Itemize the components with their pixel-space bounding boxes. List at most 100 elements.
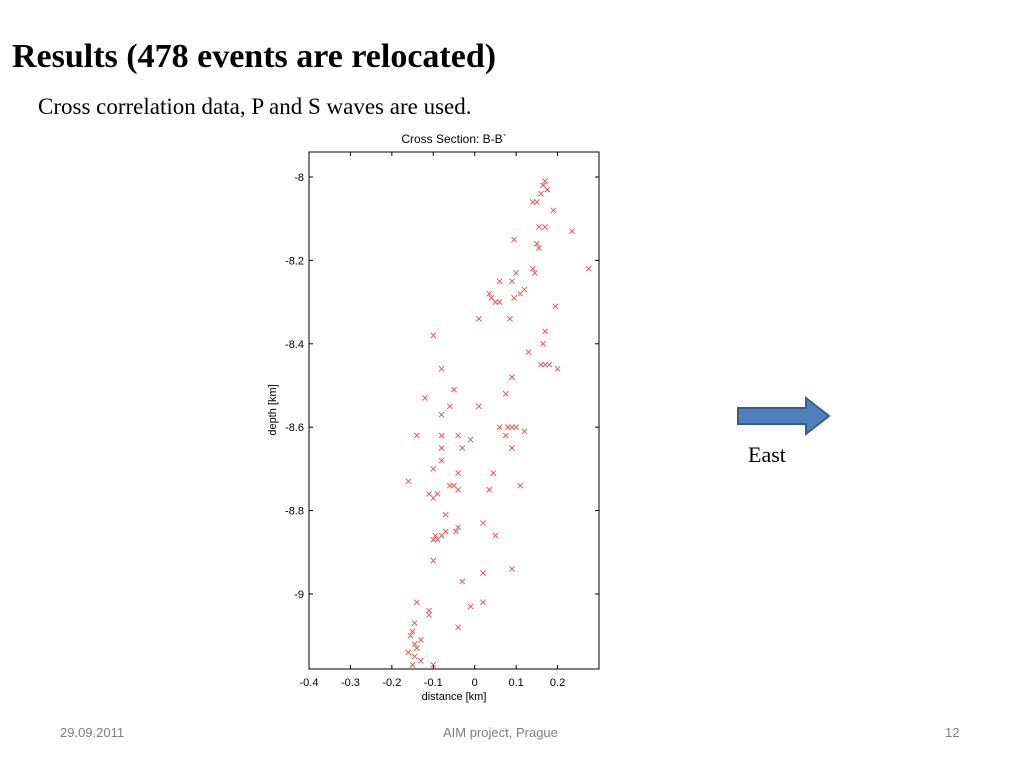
data-point (455, 486, 462, 493)
data-point (513, 269, 520, 276)
data-point (486, 486, 493, 493)
data-point (542, 361, 549, 368)
data-point (430, 465, 437, 472)
slide-subtitle: Cross correlation data, P and S waves ar… (38, 94, 472, 119)
data-point (492, 532, 499, 539)
data-point (490, 470, 497, 476)
data-point (438, 432, 445, 439)
data-point (546, 361, 553, 368)
data-point (550, 207, 557, 214)
footer-date: 29.09.2011 (60, 725, 125, 740)
data-point (538, 361, 544, 368)
y-axis: -8 -8.2 -8.4 -8.6 -8.8 -9 (285, 172, 599, 601)
data-point (455, 524, 462, 531)
data-point (413, 432, 420, 439)
data-point (517, 482, 524, 489)
data-point (509, 278, 515, 285)
data-point (480, 520, 486, 526)
data-point (533, 240, 540, 247)
data-point (438, 411, 445, 418)
data-point (475, 315, 482, 322)
data-point (411, 641, 418, 647)
data-point (540, 340, 546, 347)
x-axis-label: distance [km] (422, 691, 487, 703)
x-tick-label: -0.4 (300, 677, 319, 689)
data-point (486, 290, 493, 297)
x-tick-label: 0.2 (550, 677, 565, 689)
data-point (467, 436, 474, 443)
data-point (529, 199, 536, 205)
data-point (409, 661, 416, 668)
data-point (446, 403, 453, 410)
y-tick-label: -8.2 (285, 255, 304, 267)
data-point (438, 457, 445, 464)
y-tick-label: -8.4 (285, 339, 304, 351)
data-point (405, 649, 412, 656)
data-point (542, 178, 549, 185)
scatter-points (405, 178, 592, 668)
x-tick-label: 0.1 (508, 677, 523, 689)
data-point (455, 624, 462, 631)
data-point (585, 265, 592, 272)
x-axis: -0.4 -0.3 -0.2 -0.1 0 0.1 0.2 (300, 152, 565, 689)
data-point (426, 611, 433, 618)
data-point (542, 224, 549, 230)
x-tick-label: -0.1 (424, 677, 443, 689)
y-axis-label: depth [km] (267, 384, 279, 435)
y-tick-label: -8 (294, 172, 304, 184)
data-point (502, 390, 509, 397)
data-point (542, 328, 549, 335)
data-point (544, 186, 551, 193)
data-point (521, 428, 528, 435)
data-point (455, 470, 462, 476)
data-point (511, 236, 517, 243)
data-point (511, 295, 517, 301)
data-point (430, 332, 437, 339)
data-point (417, 636, 424, 643)
data-point (507, 315, 513, 322)
data-point (453, 528, 459, 535)
data-point (413, 599, 420, 606)
data-point (438, 365, 445, 372)
x-tick-label: -0.2 (382, 677, 401, 689)
east-label: East (748, 442, 786, 467)
x-tick-label: -0.3 (341, 677, 360, 689)
data-point (509, 374, 515, 381)
data-point (430, 557, 437, 564)
data-point (521, 286, 528, 293)
data-point (430, 495, 437, 501)
data-point (455, 432, 462, 439)
y-tick-label: -8.6 (285, 422, 304, 434)
data-point (496, 424, 503, 431)
data-point (422, 395, 428, 401)
chart-title: Cross Section: B-B` (401, 132, 506, 146)
data-point (533, 199, 540, 205)
east-arrow-icon (737, 395, 831, 437)
x-tick-label: 0 (472, 677, 478, 689)
data-point (411, 620, 418, 627)
data-point (438, 445, 445, 451)
data-point (432, 532, 439, 539)
data-point (509, 445, 515, 451)
data-point (480, 599, 486, 606)
data-point (552, 303, 559, 310)
data-point (411, 653, 418, 660)
data-point (430, 661, 437, 668)
data-point (409, 628, 416, 635)
data-point (536, 224, 542, 230)
data-point (502, 432, 509, 439)
data-point (496, 299, 503, 306)
data-point (467, 603, 474, 610)
data-point (513, 424, 520, 431)
data-point (509, 424, 515, 431)
data-point (459, 445, 466, 451)
data-point (413, 645, 420, 652)
data-point (430, 536, 437, 543)
data-point (459, 578, 466, 585)
data-point (538, 190, 544, 197)
data-point (536, 244, 542, 251)
footer-project: AIM project, Prague (443, 725, 558, 740)
data-point (554, 365, 561, 372)
data-point (417, 657, 424, 664)
